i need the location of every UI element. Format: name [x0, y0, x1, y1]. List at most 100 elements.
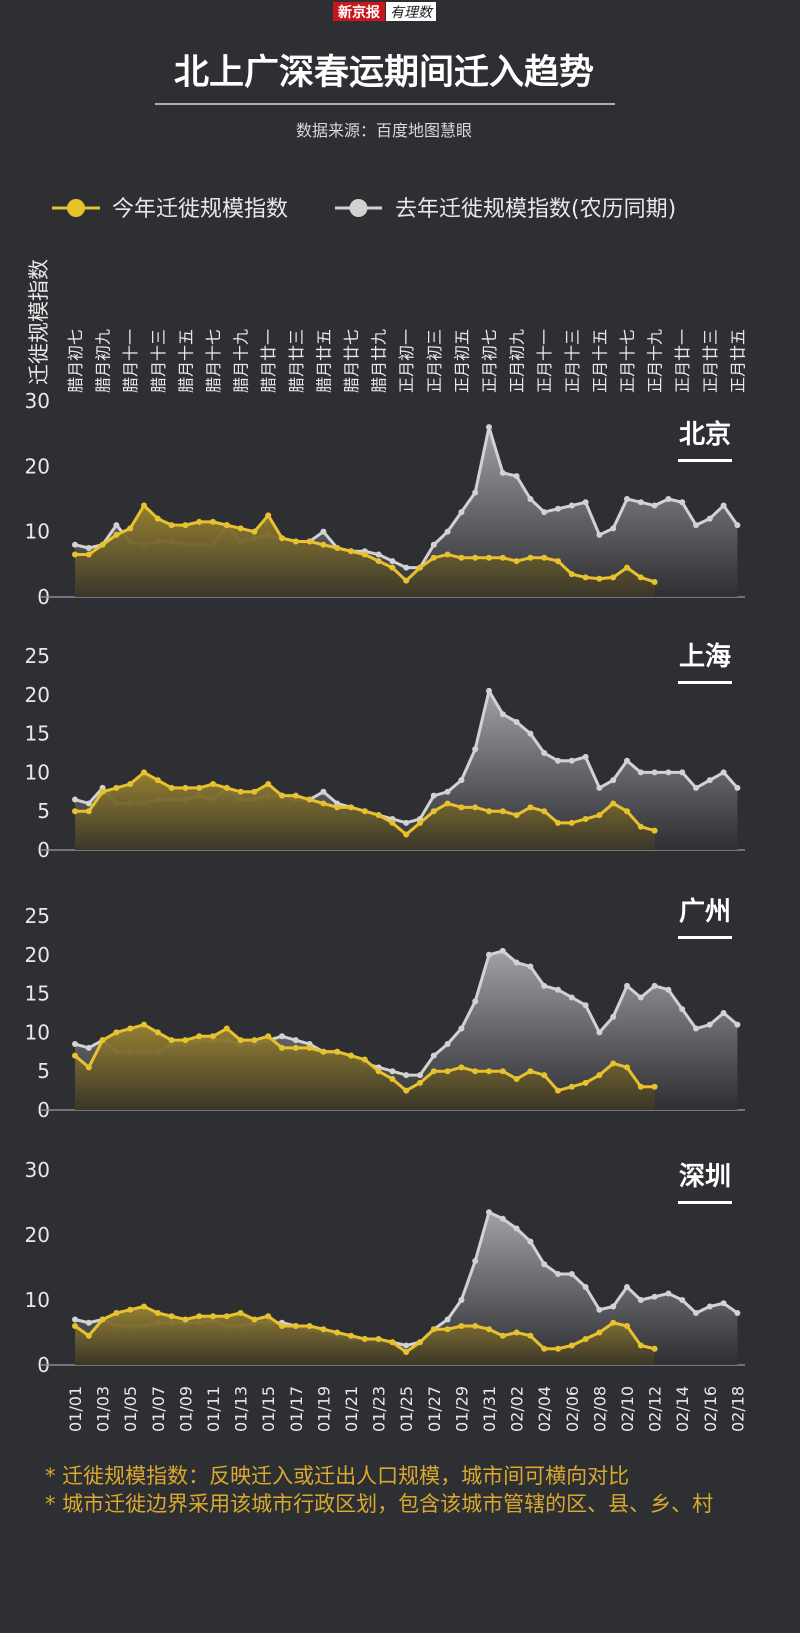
x-tick-label: 01/11: [204, 1386, 223, 1432]
point: [472, 489, 479, 496]
point: [99, 1316, 106, 1323]
point: [265, 512, 272, 519]
point: [334, 1048, 341, 1055]
point: [555, 819, 561, 826]
point: [499, 1215, 506, 1222]
point: [499, 1068, 506, 1075]
point: [610, 1319, 617, 1326]
y-tick-label: 5: [37, 1059, 50, 1083]
lunar-tick-label: 腊月廿五: [314, 329, 333, 393]
point: [527, 554, 534, 561]
point: [99, 1037, 106, 1044]
x-tick-label: 01/19: [314, 1386, 333, 1432]
point: [624, 982, 630, 989]
point: [541, 982, 548, 989]
note: * 城市迁徙边界采用该城市行政区划，包含该城市管辖的区、县、乡、村: [45, 1492, 714, 1516]
x-tick-label: 01/31: [480, 1386, 499, 1432]
x-tick-label: 01/17: [287, 1386, 306, 1432]
point: [375, 812, 382, 819]
point: [486, 951, 492, 958]
point: [196, 784, 203, 791]
point: [279, 1033, 285, 1040]
point: [527, 963, 534, 970]
point: [610, 525, 617, 532]
point: [499, 1332, 506, 1339]
point: [651, 827, 658, 834]
lunar-tick-label: 正月十五: [590, 329, 609, 393]
point: [389, 564, 396, 571]
x-tick-label: 01/29: [452, 1386, 471, 1432]
area: [75, 1306, 655, 1365]
point: [389, 558, 396, 565]
point: [444, 1068, 451, 1075]
point: [596, 812, 603, 819]
point: [458, 804, 465, 811]
point: [361, 551, 368, 558]
point: [444, 788, 451, 795]
point: [417, 1079, 423, 1086]
point: [734, 784, 741, 791]
point: [348, 1052, 354, 1059]
point: [361, 1056, 368, 1063]
point: [196, 1033, 203, 1040]
point: [499, 808, 506, 815]
point: [430, 541, 437, 548]
point: [582, 815, 589, 822]
point: [85, 1064, 92, 1071]
point: [292, 1323, 299, 1329]
point: [223, 1313, 230, 1320]
point: [430, 808, 437, 815]
legend-marker: [67, 199, 85, 217]
point: [444, 1326, 451, 1333]
point: [320, 528, 327, 535]
x-tick-label: 01/03: [94, 1386, 113, 1432]
point: [541, 808, 548, 815]
point: [85, 545, 92, 551]
point: [348, 804, 354, 811]
lunar-tick-label: 正月初七: [480, 329, 499, 393]
point: [610, 574, 617, 581]
point: [168, 784, 175, 791]
point: [486, 424, 492, 431]
point: [182, 784, 189, 791]
point: [417, 564, 423, 571]
point: [568, 502, 575, 509]
point: [72, 1323, 78, 1329]
point: [693, 522, 699, 529]
point: [527, 1238, 534, 1245]
point: [403, 819, 410, 826]
point: [720, 502, 727, 509]
point: [430, 554, 437, 561]
x-tick-label: 02/02: [508, 1386, 527, 1432]
lunar-tick-label: 腊月十三: [149, 329, 168, 393]
point: [513, 1329, 520, 1336]
point: [513, 1225, 520, 1232]
point: [486, 1326, 492, 1333]
point: [651, 982, 658, 989]
lunar-tick-label: 腊月十一: [121, 329, 140, 393]
point: [292, 538, 299, 545]
lunar-tick-label: 正月十七: [618, 329, 637, 393]
point: [182, 1037, 189, 1044]
point: [486, 808, 492, 815]
point: [458, 509, 465, 516]
point: [610, 777, 617, 784]
point: [127, 781, 134, 788]
x-tick-label: 02/04: [535, 1386, 554, 1432]
point: [348, 548, 354, 555]
point: [720, 1010, 727, 1016]
point: [444, 1041, 451, 1048]
lunar-tick-label: 正月十一: [535, 329, 554, 393]
point: [85, 808, 92, 815]
point: [237, 1037, 244, 1044]
point: [127, 1025, 134, 1032]
point: [320, 800, 327, 807]
point: [127, 525, 134, 532]
area: [75, 1024, 655, 1110]
point: [624, 757, 630, 764]
point: [568, 1271, 575, 1277]
point: [168, 1037, 175, 1044]
x-tick-label: 01/13: [232, 1386, 251, 1432]
lunar-tick-label: 正月廿三: [701, 329, 720, 393]
point: [706, 515, 713, 522]
